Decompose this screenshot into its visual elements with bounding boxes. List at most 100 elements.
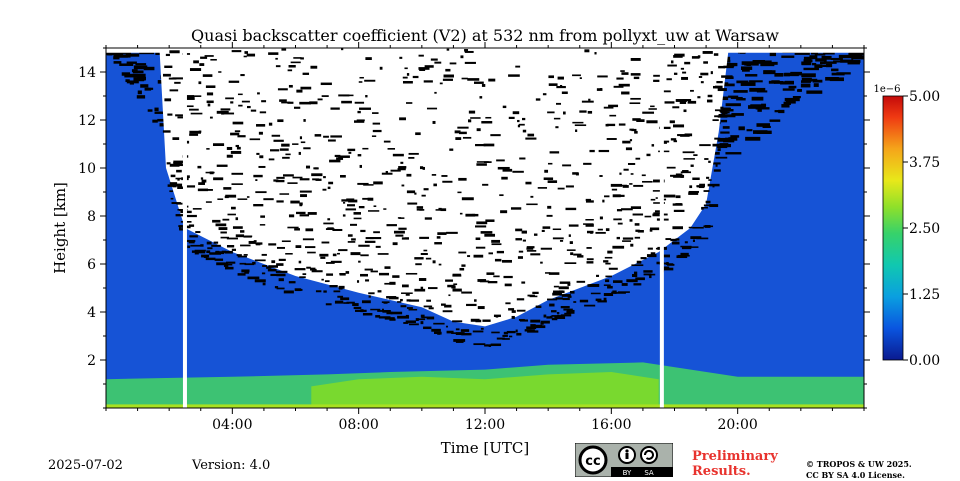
cloud-speckle <box>648 108 657 110</box>
cloud-speckle <box>232 151 236 153</box>
cloud-speckle <box>200 177 204 180</box>
cloud-speckle <box>636 260 642 264</box>
cloud-speckle <box>170 183 183 187</box>
cloud-speckle <box>633 271 638 275</box>
cloud-speckle <box>631 128 637 132</box>
cloud-speckle <box>540 320 550 324</box>
cloud-speckle <box>426 316 435 320</box>
cloud-speckle <box>563 308 573 311</box>
cloud-speckle <box>603 284 611 286</box>
cloud-speckle <box>400 298 403 302</box>
cloud-speckle <box>634 236 641 239</box>
cloud-speckle <box>662 267 674 271</box>
cloud-speckle <box>307 251 316 254</box>
noise-speckle <box>814 64 823 68</box>
cloud-speckle <box>479 96 483 99</box>
cloud-speckle <box>621 283 628 286</box>
cloud-speckle <box>328 181 334 185</box>
cloud-speckle <box>485 219 495 222</box>
cloud-speckle <box>364 79 376 82</box>
cloud-speckle <box>701 206 708 209</box>
cloud-speckle <box>670 60 674 64</box>
cloud-speckle <box>472 330 484 333</box>
noise-speckle <box>783 72 790 77</box>
cloud-speckle <box>438 263 442 266</box>
cloud-speckle <box>169 182 178 185</box>
cloud-speckle <box>176 169 182 173</box>
noise-speckle <box>725 56 731 61</box>
cloud-speckle <box>357 182 369 185</box>
cloud-speckle <box>499 194 504 197</box>
cloud-speckle <box>215 223 227 227</box>
cloud-speckle <box>190 244 201 247</box>
cloud-speckle <box>630 206 642 209</box>
cloud-speckle <box>212 143 225 147</box>
cloud-speckle <box>629 139 633 142</box>
cloud-speckle <box>635 229 640 232</box>
cloud-speckle <box>442 310 453 313</box>
cloud-speckle <box>271 260 276 264</box>
cloud-speckle <box>625 147 633 151</box>
cloud-speckle <box>401 284 409 288</box>
colorbar-tick-label: 2.50 <box>909 221 940 237</box>
cloud-speckle <box>673 140 678 143</box>
cloud-speckle <box>470 318 480 322</box>
cloud-speckle <box>706 176 710 179</box>
cloud-speckle <box>599 175 603 177</box>
cloud-speckle <box>476 163 487 166</box>
cloud-speckle <box>414 257 424 260</box>
cloud-speckle <box>505 302 511 305</box>
cloud-speckle <box>673 55 683 58</box>
cloud-speckle <box>552 237 564 240</box>
cloud-speckle <box>365 94 368 98</box>
cloud-speckle <box>298 260 302 264</box>
cloud-speckle <box>306 266 311 269</box>
cloud-speckle <box>209 116 213 119</box>
cloud-speckle <box>299 178 310 181</box>
cloud-speckle <box>683 109 687 113</box>
cloud-speckle <box>605 228 610 232</box>
cloud-speckle <box>184 95 195 98</box>
noise-speckle <box>113 61 122 64</box>
cloud-speckle <box>348 151 352 154</box>
cloud-speckle <box>334 154 341 158</box>
cloud-speckle <box>188 224 195 227</box>
cloud-speckle <box>451 332 463 334</box>
cloud-speckle <box>618 123 626 126</box>
cloud-speckle <box>557 314 560 317</box>
cloud-speckle <box>230 132 240 136</box>
cloud-speckle <box>596 88 603 91</box>
cloud-speckle <box>169 163 180 167</box>
cloud-speckle <box>620 194 625 197</box>
cloud-speckle <box>186 175 190 179</box>
cloud-speckle <box>497 166 510 170</box>
cloud-speckle <box>675 99 687 102</box>
noise-speckle <box>745 74 758 77</box>
cloud-speckle <box>276 176 285 179</box>
noise-speckle <box>152 119 158 123</box>
noise-speckle <box>857 55 864 59</box>
cloud-speckle <box>480 231 493 234</box>
noise-speckle <box>769 52 777 57</box>
cloud-speckle <box>461 197 474 201</box>
cloud-speckle <box>630 97 641 100</box>
cloud-speckle <box>692 177 700 180</box>
cloud-speckle <box>164 65 173 68</box>
cloud-speckle <box>549 151 560 154</box>
cloud-speckle <box>717 148 721 152</box>
cloud-speckle <box>653 212 661 214</box>
cloud-speckle <box>386 311 393 315</box>
cloud-speckle <box>296 89 303 93</box>
cloud-speckle <box>455 328 460 331</box>
footer-date: 2025-07-02 <box>48 458 123 473</box>
cloud-speckle <box>164 98 172 102</box>
cloud-speckle <box>644 215 652 218</box>
cloud-speckle <box>460 329 470 332</box>
noise-speckle <box>831 68 839 72</box>
cloud-speckle <box>288 214 295 218</box>
cloud-speckle <box>548 272 560 275</box>
cloud-speckle <box>432 120 436 124</box>
cloud-speckle <box>646 153 651 157</box>
noise-speckle <box>830 57 843 61</box>
cloud-speckle <box>387 148 396 150</box>
